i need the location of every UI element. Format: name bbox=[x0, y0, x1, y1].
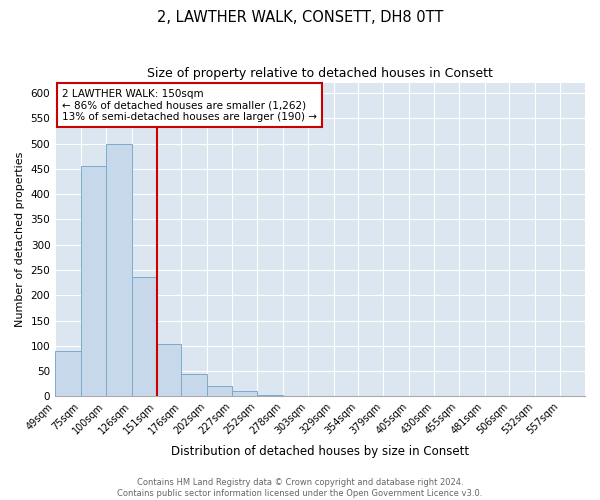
Bar bbox=[55, 351, 81, 397]
Bar bbox=[207, 386, 232, 396]
Bar bbox=[232, 392, 257, 396]
Bar bbox=[132, 276, 157, 396]
Bar bbox=[181, 374, 207, 396]
Text: 2, LAWTHER WALK, CONSETT, DH8 0TT: 2, LAWTHER WALK, CONSETT, DH8 0TT bbox=[157, 10, 443, 25]
Bar bbox=[81, 166, 106, 396]
Title: Size of property relative to detached houses in Consett: Size of property relative to detached ho… bbox=[147, 68, 493, 80]
Bar bbox=[106, 144, 132, 396]
Text: 2 LAWTHER WALK: 150sqm
← 86% of detached houses are smaller (1,262)
13% of semi-: 2 LAWTHER WALK: 150sqm ← 86% of detached… bbox=[62, 88, 317, 122]
Bar bbox=[157, 344, 181, 397]
Text: Contains HM Land Registry data © Crown copyright and database right 2024.
Contai: Contains HM Land Registry data © Crown c… bbox=[118, 478, 482, 498]
X-axis label: Distribution of detached houses by size in Consett: Distribution of detached houses by size … bbox=[171, 444, 469, 458]
Y-axis label: Number of detached properties: Number of detached properties bbox=[15, 152, 25, 328]
